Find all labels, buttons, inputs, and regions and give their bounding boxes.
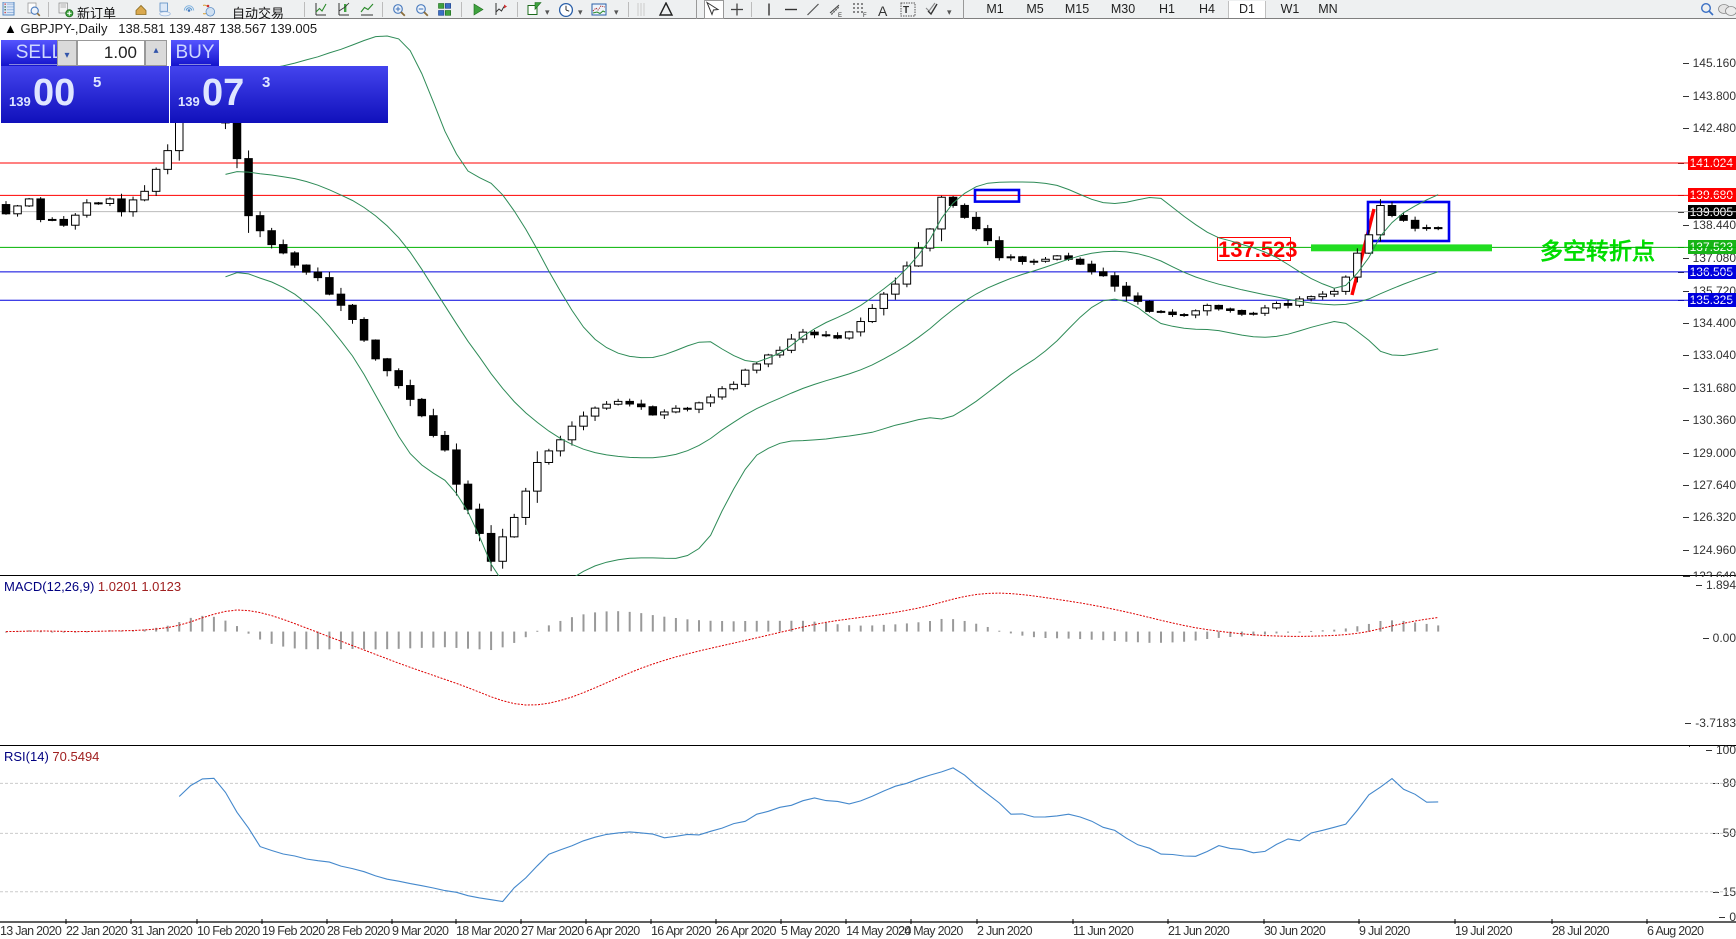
svg-text:F: F xyxy=(863,13,867,18)
svg-text:E: E xyxy=(838,13,842,18)
svg-text:T: T xyxy=(903,5,909,16)
